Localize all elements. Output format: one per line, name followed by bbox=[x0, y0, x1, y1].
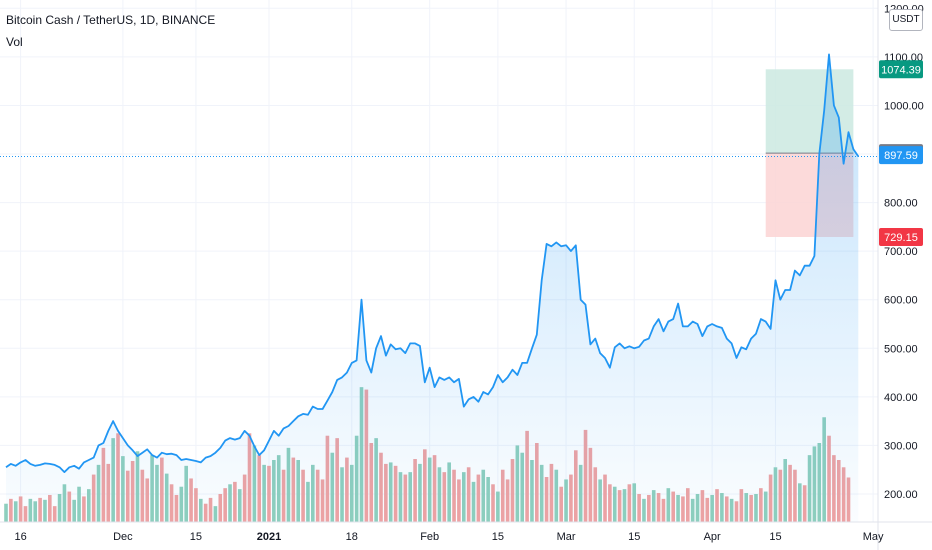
price-badge-label: 729.15 bbox=[884, 232, 918, 244]
y-tick-label: 400.00 bbox=[884, 392, 918, 404]
x-tick-label: Apr bbox=[704, 531, 721, 543]
price-badge: 729.15 bbox=[879, 227, 923, 246]
price-badge-label: 897.59 bbox=[884, 150, 918, 162]
price-area bbox=[6, 54, 859, 523]
volume-indicator-label[interactable]: Vol bbox=[6, 35, 23, 49]
price-line bbox=[5, 53, 860, 473]
y-tick-label: 1000.00 bbox=[884, 100, 924, 112]
symbol-title[interactable]: Bitcoin Cash / TetherUS, 1D, BINANCE bbox=[6, 13, 216, 27]
x-tick-label: May bbox=[863, 531, 884, 543]
y-tick-label: 500.00 bbox=[884, 343, 918, 355]
y-tick-label: 700.00 bbox=[884, 246, 918, 258]
x-tick-label: Feb bbox=[420, 531, 439, 543]
y-tick-label: 300.00 bbox=[884, 440, 918, 452]
price-badge: 1074.39 bbox=[879, 60, 923, 79]
y-tick-label: 600.00 bbox=[884, 295, 918, 307]
x-tick-label: 15 bbox=[492, 531, 504, 543]
x-tick-label: 18 bbox=[346, 531, 358, 543]
y-tick-label: 200.00 bbox=[884, 489, 918, 501]
x-tick-label: 15 bbox=[628, 531, 640, 543]
x-tick-label: 15 bbox=[769, 531, 781, 543]
price-badge: 897.59 bbox=[879, 146, 923, 165]
y-tick-label: 800.00 bbox=[884, 198, 918, 210]
price-badge-label: 1074.39 bbox=[881, 64, 921, 76]
price-line-layer bbox=[0, 53, 878, 523]
x-tick-label: Dec bbox=[113, 531, 133, 543]
x-tick-label: 15 bbox=[190, 531, 202, 543]
x-tick-label: Mar bbox=[557, 531, 576, 543]
x-tick-label: 16 bbox=[14, 531, 26, 543]
x-tick-label: 2021 bbox=[257, 531, 281, 543]
currency-unit-button[interactable]: USDT bbox=[889, 9, 923, 31]
